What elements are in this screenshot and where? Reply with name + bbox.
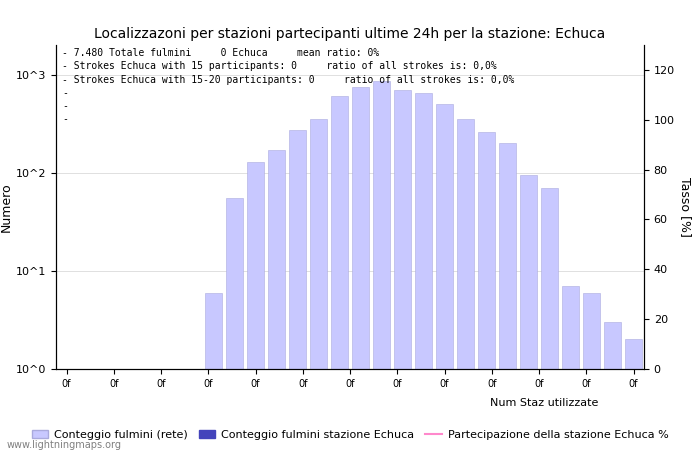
Bar: [603, 322, 622, 450]
Legend: Conteggio fulmini (rete), Conteggio fulmini stazione Echuca, Partecipazione dell: Conteggio fulmini (rete), Conteggio fulm…: [27, 426, 673, 445]
Bar: [183, 369, 202, 450]
Y-axis label: Numero: Numero: [0, 182, 13, 232]
Bar: [57, 369, 76, 450]
Bar: [99, 369, 118, 450]
Text: Num Staz utilizzate: Num Staz utilizzate: [490, 398, 598, 408]
Bar: [162, 369, 181, 450]
Bar: [372, 81, 391, 450]
Bar: [435, 104, 454, 450]
Bar: [309, 119, 328, 450]
Bar: [120, 369, 139, 450]
Bar: [624, 339, 643, 450]
Bar: [540, 188, 559, 450]
Bar: [393, 90, 412, 450]
Bar: [288, 130, 307, 450]
Bar: [330, 96, 349, 450]
Bar: [78, 369, 97, 450]
Bar: [519, 175, 538, 450]
Y-axis label: Tasso [%]: Tasso [%]: [678, 177, 692, 237]
Bar: [246, 162, 265, 450]
Bar: [414, 93, 433, 450]
Text: www.lightningmaps.org: www.lightningmaps.org: [7, 440, 122, 450]
Bar: [141, 369, 160, 450]
Title: Localizzazoni per stazioni partecipanti ultime 24h per la stazione: Echuca: Localizzazoni per stazioni partecipanti …: [94, 27, 606, 41]
Bar: [267, 150, 286, 450]
Bar: [561, 286, 580, 450]
Bar: [225, 198, 244, 450]
Bar: [582, 292, 601, 450]
Bar: [204, 292, 223, 450]
Bar: [498, 143, 517, 450]
Bar: [456, 119, 475, 450]
Bar: [351, 87, 370, 450]
Bar: [477, 132, 496, 450]
Text: - 7.480 Totale fulmini     0 Echuca     mean ratio: 0%
- Strokes Echuca with 15 : - 7.480 Totale fulmini 0 Echuca mean rat…: [62, 48, 514, 124]
